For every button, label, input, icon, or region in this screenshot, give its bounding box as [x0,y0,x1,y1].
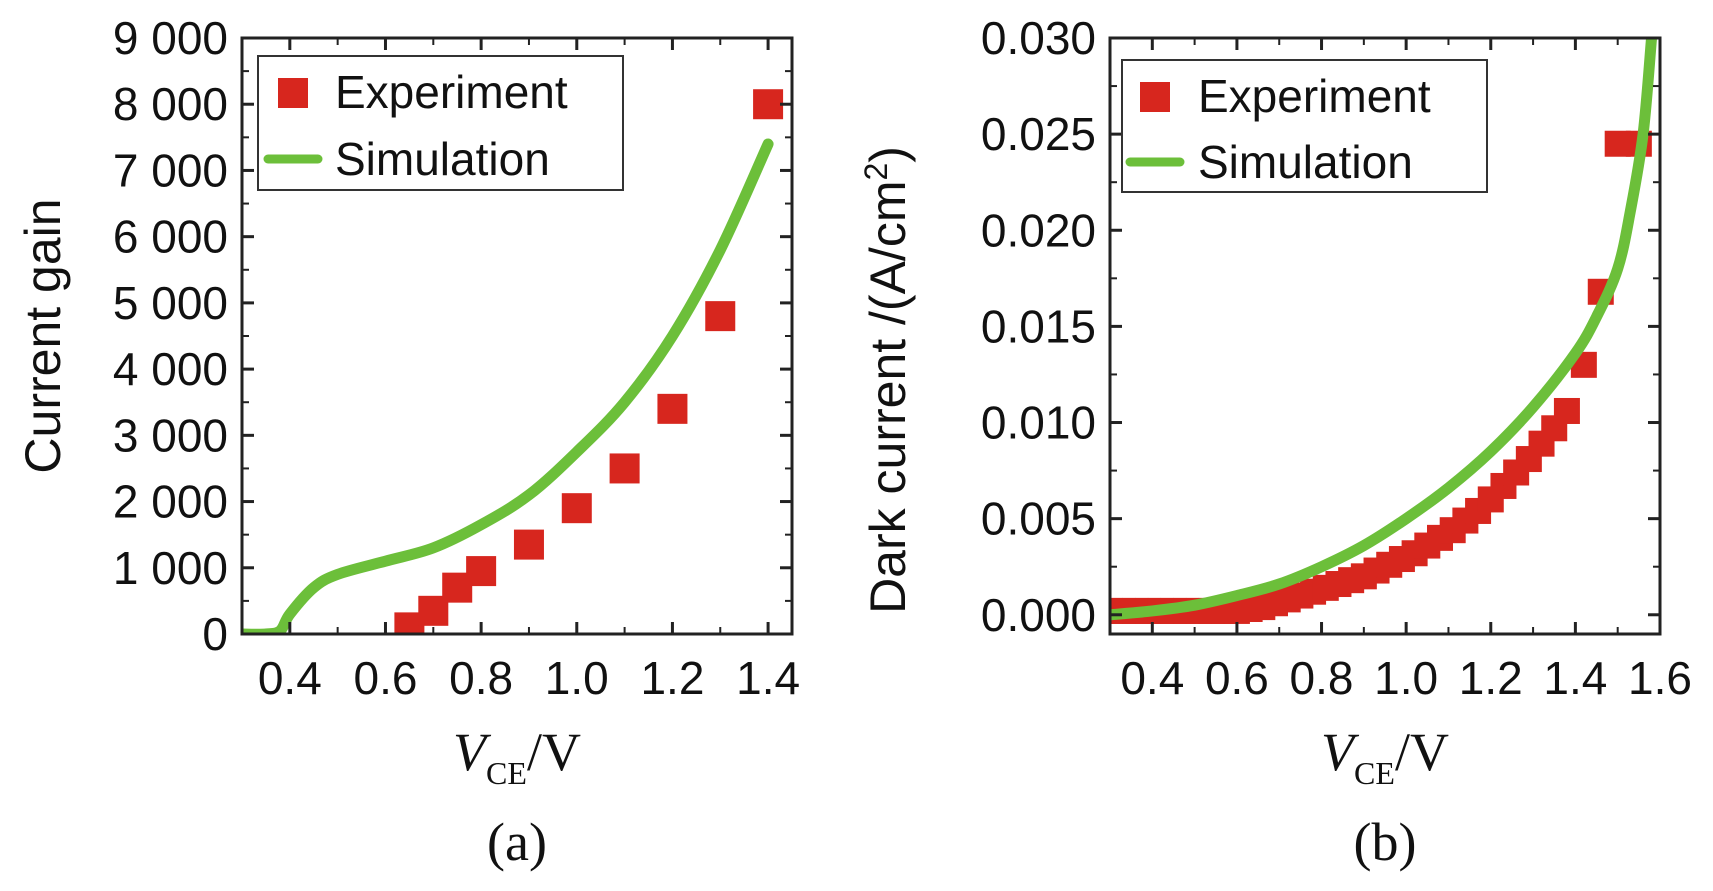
panel-a-y-tick-label: 8 000 [113,78,228,130]
panel-a-x-axis-label-var: V [453,722,492,782]
panel-b-x-axis-label-sub: CE [1354,755,1395,791]
panel-a-experiment-point [753,89,784,120]
panel-b-y-axis-label-sup: 2 [858,163,894,181]
panel-a-x-axis-label-unit: /V [527,722,581,782]
panel-b-x-axis-label-unit: /V [1395,722,1449,782]
panel-a-experiment-point [561,493,592,524]
panel-a-x-tick-label: 1.2 [640,652,704,704]
panel-a-y-tick-label: 4 000 [113,343,228,395]
panel-a-legend-experiment-swatch [278,78,308,108]
panel-b-plot-frame [1108,36,1662,636]
panel-b-x-tick-label: 0.8 [1290,652,1354,704]
panel-a-axes: 0.4 0.6 0.8 1.0 1.2 1.4 0 1 000 2 000 3 000 4 000 5… [113,12,800,704]
panel-a-y-axis-label: Current gain [15,198,71,473]
panel-b-x-tick-label: 1.6 [1628,652,1692,704]
panel-a-legend: Experiment Simulation [257,55,624,191]
chart-panel-b: 0.4 0.6 0.8 1.0 1.2 1.4 1.6 0.000 0.005 0.010 0.01… [858,12,1692,872]
panel-a-y-tick-label: 5 000 [113,277,228,329]
panel-b-y-axis-label-close: ) [860,146,916,163]
panel-b-simulation-line [1110,38,1658,621]
panel-b-x-tick-label: 1.4 [1543,652,1607,704]
panel-b-y-tick-label: 0.010 [981,397,1096,449]
panel-a-experiment-point [394,612,425,634]
panel-a-legend-experiment-label: Experiment [335,66,568,118]
panel-a-y-tick-label: 2 000 [113,476,228,528]
panel-a-data-layer [242,89,784,634]
panel-b-legend-simulation-label: Simulation [1198,136,1413,188]
panel-b-y-axis-label: Dark current /(A/cm2) [858,146,916,614]
panel-a-x-tick-label: 1.4 [736,652,800,704]
panel-b-y-tick-label: 0.030 [981,12,1096,64]
panel-a-x-axis-label: VCE/V [453,722,581,791]
panel-b-y-tick-label: 0.015 [981,300,1096,352]
panel-a-y-tick-label: 7 000 [113,144,228,196]
chart-panel-a: 0.4 0.6 0.8 1.0 1.2 1.4 0 1 000 2 000 3 000 4 000 5… [15,12,800,872]
panel-b-x-axis-label: VCE/V [1321,722,1449,791]
panel-a-y-tick-label: 1 000 [113,542,228,594]
panel-b-axes: 0.4 0.6 0.8 1.0 1.2 1.4 1.6 0.000 0.005 0.010 0.01… [981,12,1692,704]
panel-b-x-tick-label: 1.2 [1459,652,1523,704]
panel-a-x-tick-label: 1.0 [545,652,609,704]
panel-b-y-axis-label-main: Dark current /(A/cm [860,181,916,614]
panel-a-y-tick-label: 0 [202,608,228,660]
panel-b-plot-area [1110,38,1658,624]
panel-a-x-axis-label-sub: CE [486,755,527,791]
panel-a-caption: (a) [487,812,547,872]
panel-b-legend-frame [1121,59,1488,193]
panel-b-legend: Experiment Simulation [1121,59,1488,193]
panel-a-y-tick-label: 9 000 [113,12,228,64]
panel-b-caption: (b) [1354,812,1417,872]
panel-b-x-tick-label: 1.0 [1374,652,1438,704]
panel-a-plot-area [242,89,784,634]
panel-a-x-tick-label: 0.8 [449,652,513,704]
panel-a-y-tick-label: 3 000 [113,409,228,461]
panel-a-legend-frame [257,55,624,191]
panel-a-x-tick-label: 0.6 [354,652,418,704]
panel-b-experiment-point [1553,397,1580,424]
panel-b-y-tick-label: 0.005 [981,493,1096,545]
panel-a-experiment-point [705,301,736,332]
panel-b-legend-experiment-label: Experiment [1198,70,1431,122]
panel-a-x-tick-label: 0.4 [258,652,322,704]
panel-b-y-tick-label: 0.020 [981,204,1096,256]
panel-a-legend-simulation-label: Simulation [335,133,550,185]
panel-a-experiment-point [657,393,688,424]
panel-b-x-tick-label: 0.6 [1205,652,1269,704]
panel-b-y-tick-label: 0.025 [981,108,1096,160]
panel-a-y-tick-label: 6 000 [113,211,228,263]
panel-a-simulation-line [242,138,774,634]
panel-b-y-tick-label: 0.000 [981,589,1096,641]
panel-b-legend-experiment-swatch [1140,82,1170,112]
panel-b-x-tick-label: 0.4 [1120,652,1184,704]
panel-a-experiment-point [513,529,544,560]
panel-b-x-axis-label-var: V [1321,722,1360,782]
panel-a-experiment-point [466,556,497,587]
panel-b-data-layer [1110,38,1658,624]
panel-a-experiment-point [609,453,640,484]
